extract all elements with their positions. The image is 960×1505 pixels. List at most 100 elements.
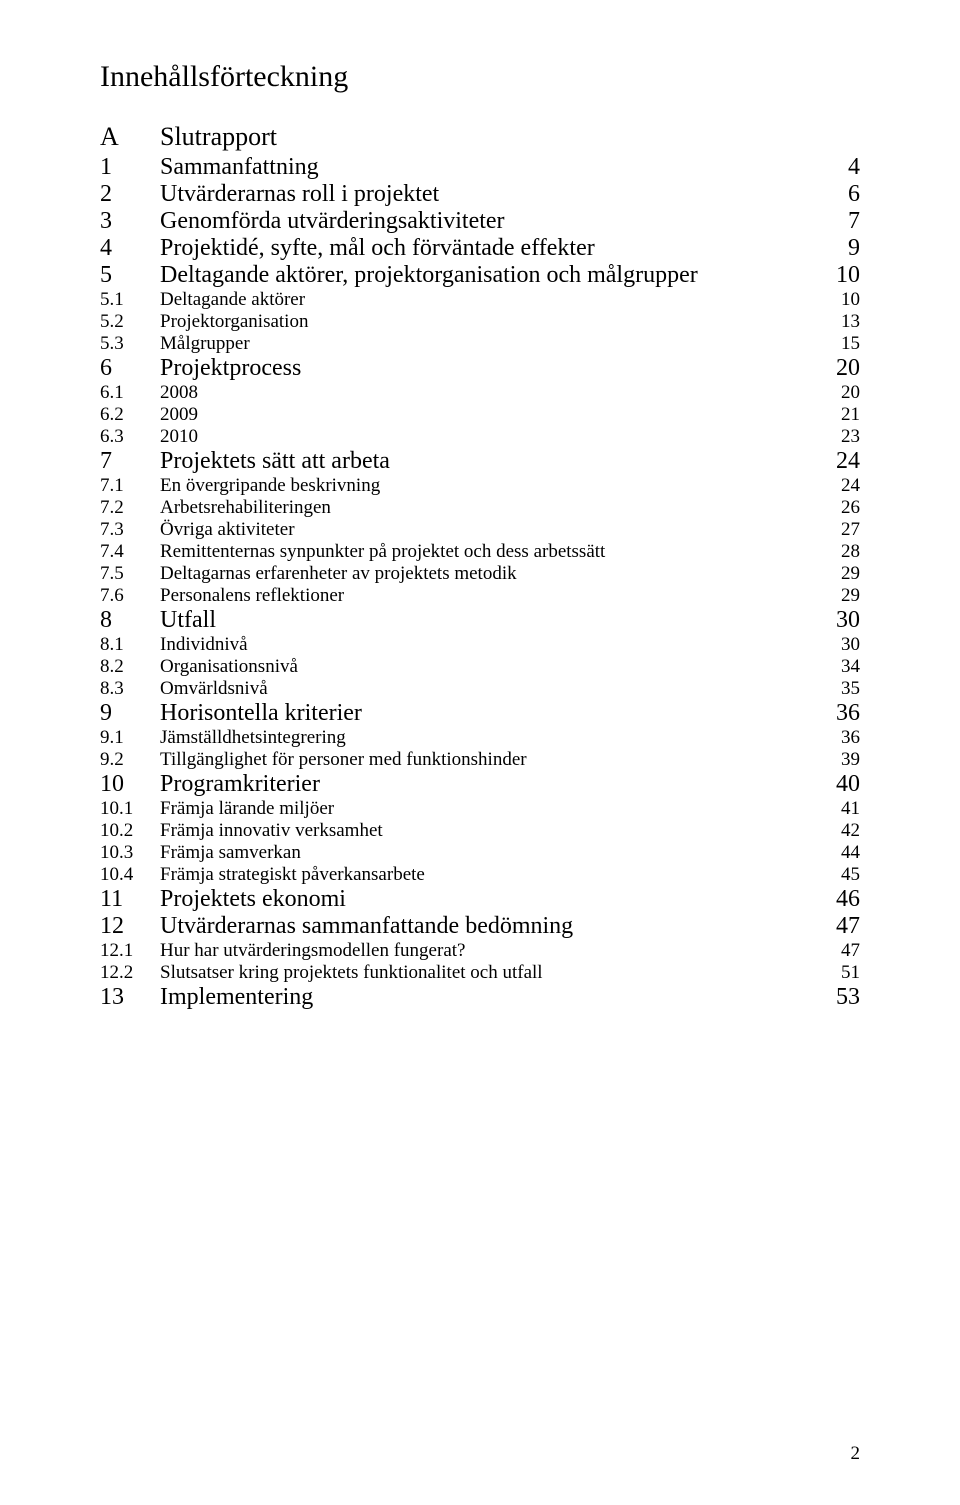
toc-entry-text: 2010 [160, 426, 820, 448]
toc-entry-text: Horisontella kriterier [160, 700, 820, 727]
toc-entry-page: 24 [820, 448, 860, 475]
toc-entry-page: 20 [820, 382, 860, 404]
toc-entry: 4Projektidé, syfte, mål och förväntade e… [100, 235, 860, 262]
toc-entry-page: 29 [820, 563, 860, 585]
toc-entry-number: 10.1 [100, 798, 160, 820]
toc-entry-number: 10 [100, 771, 160, 798]
toc-entry-page: 46 [820, 886, 860, 913]
toc-entry-text: Målgrupper [160, 333, 820, 355]
toc-entry-text: Främja strategiskt påverkansarbete [160, 864, 820, 886]
toc-entry-page: 7 [820, 208, 860, 235]
toc-entry-text: Individnivå [160, 634, 820, 656]
toc-entry: 8.2Organisationsnivå34 [100, 656, 860, 678]
toc-entry: 7.6Personalens reflektioner29 [100, 585, 860, 607]
toc-entry-number: 12.1 [100, 940, 160, 962]
toc-entry-text: Deltagande aktörer, projektorganisation … [160, 262, 820, 289]
toc-entry-number: 10.3 [100, 842, 160, 864]
toc-entry-page: 42 [820, 820, 860, 842]
toc-entry-text: Övriga aktiviteter [160, 519, 820, 541]
toc-entry-text: Projektprocess [160, 355, 820, 382]
toc-entry-page: 36 [820, 700, 860, 727]
toc-entry-page: 53 [820, 984, 860, 1011]
toc-entry-text: Implementering [160, 984, 820, 1011]
toc-entry: 9.2Tillgänglighet för personer med funkt… [100, 749, 860, 771]
section-label: Slutrapport [160, 122, 820, 152]
toc-entry: 12.2Slutsatser kring projektets funktion… [100, 962, 860, 984]
toc-entry: 7.3Övriga aktiviteter27 [100, 519, 860, 541]
toc-entry-number: 11 [100, 886, 160, 913]
toc-entry-text: Omvärldsnivå [160, 678, 820, 700]
toc-entry-number: 8 [100, 607, 160, 634]
toc-entry-page: 4 [820, 154, 860, 181]
toc-entry-text: Främja innovativ verksamhet [160, 820, 820, 842]
toc-entry-text: Utfall [160, 607, 820, 634]
toc-entry-text: Slutsatser kring projektets funktionalit… [160, 962, 820, 984]
toc-entry-number: 5.1 [100, 289, 160, 311]
page-number: 2 [851, 1443, 861, 1465]
toc-entry-text: Projektets sätt att arbeta [160, 448, 820, 475]
toc-entry-text: Jämställdhetsintegrering [160, 727, 820, 749]
toc-entry-number: 7.1 [100, 475, 160, 497]
toc-entry-text: Projektorganisation [160, 311, 820, 333]
toc-entry-page: 10 [820, 289, 860, 311]
toc-entry-text: Deltagarnas erfarenheter av projektets m… [160, 563, 820, 585]
toc-entry-page: 6 [820, 181, 860, 208]
toc-entry-text: Arbetsrehabiliteringen [160, 497, 820, 519]
toc-entry-text: Främja lärande miljöer [160, 798, 820, 820]
toc-entry-page: 30 [820, 607, 860, 634]
toc-title: Innehållsförteckning [100, 60, 860, 94]
toc-entry-page: 15 [820, 333, 860, 355]
toc-entry: 9.1Jämställdhetsintegrering36 [100, 727, 860, 749]
toc-entry-page: 26 [820, 497, 860, 519]
toc-entry: 7Projektets sätt att arbeta24 [100, 448, 860, 475]
toc-entry-number: 10.2 [100, 820, 160, 842]
toc-entry-number: 12.2 [100, 962, 160, 984]
toc-entry: 12Utvärderarnas sammanfattande bedömning… [100, 913, 860, 940]
toc-entry-number: 6.1 [100, 382, 160, 404]
toc-entry: 2Utvärderarnas roll i projektet6 [100, 181, 860, 208]
toc-entry-page: 20 [820, 355, 860, 382]
toc-entry-number: 2 [100, 181, 160, 208]
toc-entry: 11Projektets ekonomi46 [100, 886, 860, 913]
toc-entry-page: 51 [820, 962, 860, 984]
toc-entry-text: Främja samverkan [160, 842, 820, 864]
toc-entry-page: 41 [820, 798, 860, 820]
toc-entry-number: 6.2 [100, 404, 160, 426]
toc-entry-page: 29 [820, 585, 860, 607]
toc-entry-number: 7.6 [100, 585, 160, 607]
toc-entry: 8.3Omvärldsnivå35 [100, 678, 860, 700]
toc-entry-text: Personalens reflektioner [160, 585, 820, 607]
toc-entry: 5.1Deltagande aktörer10 [100, 289, 860, 311]
toc-entry: 10.3Främja samverkan44 [100, 842, 860, 864]
toc-entry-number: 5.3 [100, 333, 160, 355]
toc-entry-page: 30 [820, 634, 860, 656]
toc-entry-text: Genomförda utvärderingsaktiviteter [160, 208, 820, 235]
toc-entry: 6Projektprocess20 [100, 355, 860, 382]
toc-entry-text: Tillgänglighet för personer med funktion… [160, 749, 820, 771]
toc-entry-page: 34 [820, 656, 860, 678]
toc-entry-page: 10 [820, 262, 860, 289]
toc-entry-page: 40 [820, 771, 860, 798]
toc-entry-number: 8.3 [100, 678, 160, 700]
toc-entry: 5.2Projektorganisation13 [100, 311, 860, 333]
toc-entry: 7.4Remittenternas synpunkter på projekte… [100, 541, 860, 563]
toc-entry-number: 8.2 [100, 656, 160, 678]
toc-entry: 7.2Arbetsrehabiliteringen26 [100, 497, 860, 519]
toc-entry-text: Utvärderarnas roll i projektet [160, 181, 820, 208]
toc-entry-number: 4 [100, 235, 160, 262]
toc-list: 1Sammanfattning42Utvärderarnas roll i pr… [100, 154, 860, 1011]
toc-entry-number: 9.1 [100, 727, 160, 749]
toc-entry-text: Remittenternas synpunkter på projektet o… [160, 541, 820, 563]
toc-entry-page: 35 [820, 678, 860, 700]
toc-entry-page: 47 [820, 940, 860, 962]
toc-entry-text: En övergripande beskrivning [160, 475, 820, 497]
toc-entry: 9Horisontella kriterier36 [100, 700, 860, 727]
toc-entry-number: 9.2 [100, 749, 160, 771]
toc-entry: 10.2Främja innovativ verksamhet42 [100, 820, 860, 842]
toc-entry-page: 39 [820, 749, 860, 771]
toc-entry-number: 3 [100, 208, 160, 235]
toc-entry: 6.1200820 [100, 382, 860, 404]
toc-entry-page: 36 [820, 727, 860, 749]
toc-entry-text: Sammanfattning [160, 154, 820, 181]
toc-entry-page: 45 [820, 864, 860, 886]
